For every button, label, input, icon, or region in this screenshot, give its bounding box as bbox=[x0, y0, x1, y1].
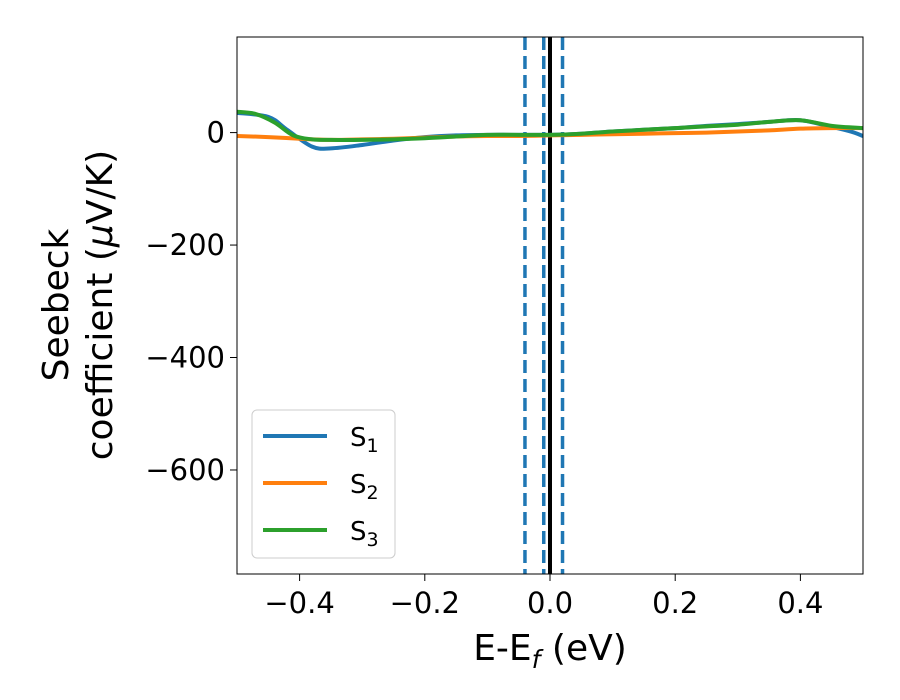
x-tick-label: −0.2 bbox=[390, 586, 460, 620]
x-axis: −0.4 −0.2 0.0 0.2 0.4 bbox=[264, 574, 823, 620]
y-tick-label: 0 bbox=[207, 116, 225, 150]
legend-label-2: S2 bbox=[350, 470, 379, 504]
legend-label-1: S1 bbox=[350, 423, 379, 457]
x-axis-title-main: E-E bbox=[473, 628, 531, 669]
x-axis-title-unit: (eV) bbox=[540, 628, 626, 669]
x-tick-label: −0.4 bbox=[264, 586, 334, 620]
legend: S1 S2 S3 bbox=[251, 409, 396, 559]
y-tick-label: −400 bbox=[145, 341, 225, 375]
series-line-3 bbox=[237, 109, 863, 142]
x-axis-title: E-Ef (eV) bbox=[473, 628, 627, 674]
x-tick-label: 0.0 bbox=[527, 586, 573, 620]
y-axis-title-line2: coefficient (μV/K) bbox=[80, 150, 121, 460]
series-group bbox=[237, 109, 863, 151]
y-tick-label: −600 bbox=[145, 453, 225, 487]
legend-label-3: S3 bbox=[350, 517, 379, 551]
y-tick-label: −200 bbox=[145, 228, 225, 262]
y-axis-title-mu: μ bbox=[80, 224, 121, 248]
x-tick-label: 0.2 bbox=[652, 586, 698, 620]
reference-lines bbox=[523, 37, 565, 574]
x-tick-label: 0.4 bbox=[777, 586, 823, 620]
y-axis-title-line1: Seebeck bbox=[36, 228, 77, 381]
y-axis: 0 −200 −400 −600 bbox=[145, 116, 237, 487]
